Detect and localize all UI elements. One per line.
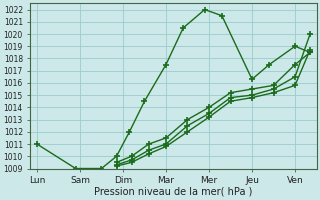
X-axis label: Pression niveau de la mer( hPa ): Pression niveau de la mer( hPa ) — [94, 187, 253, 197]
